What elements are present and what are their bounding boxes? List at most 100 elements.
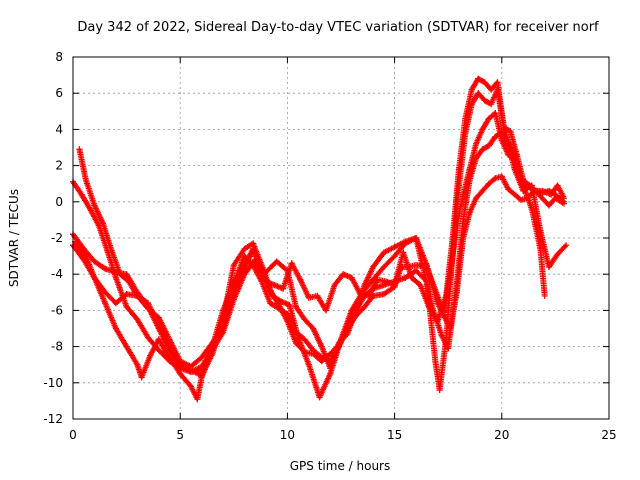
data-point	[198, 374, 205, 381]
data-point	[310, 350, 317, 357]
data-point	[370, 285, 377, 292]
data-point	[357, 291, 364, 298]
data-point	[475, 90, 482, 97]
data-point	[220, 307, 227, 314]
data-point	[125, 278, 132, 285]
data-point	[494, 79, 501, 86]
data-point	[344, 325, 351, 332]
data-point	[301, 349, 308, 356]
data-point	[147, 352, 154, 359]
data-point	[301, 336, 308, 343]
data-point	[481, 79, 488, 86]
data-point	[198, 363, 205, 370]
y-tick-label: -8	[51, 340, 63, 354]
data-point	[305, 294, 312, 301]
x-axis-label: GPS time / hours	[290, 459, 391, 473]
data-point	[473, 155, 480, 162]
data-point	[380, 282, 387, 289]
data-point	[479, 146, 486, 153]
data-point	[353, 307, 360, 314]
series-day-3	[70, 110, 548, 375]
data-point	[198, 354, 205, 361]
data-point	[134, 361, 141, 368]
data-point	[513, 162, 520, 169]
data-point	[220, 325, 227, 332]
data-point	[402, 238, 409, 245]
data-point	[526, 184, 533, 191]
plot-frame	[72, 56, 610, 420]
data-point	[194, 396, 201, 403]
data-point	[123, 271, 130, 278]
data-point	[479, 126, 486, 133]
data-point	[327, 365, 334, 372]
data-point	[370, 263, 377, 270]
data-point	[402, 274, 409, 281]
data-point	[258, 265, 265, 272]
data-point	[413, 267, 420, 274]
data-point	[361, 292, 368, 299]
data-point	[560, 198, 567, 205]
x-tick-label: 10	[280, 428, 295, 442]
data-point	[466, 209, 473, 216]
data-point	[533, 187, 540, 194]
data-point	[494, 86, 501, 93]
data-point	[436, 387, 443, 394]
data-point	[250, 247, 257, 254]
data-point	[318, 343, 325, 350]
data-point	[468, 86, 475, 93]
data-point	[380, 249, 387, 256]
data-point	[449, 253, 456, 260]
data-point	[498, 137, 505, 144]
data-point	[391, 253, 398, 260]
data-point	[485, 115, 492, 122]
data-point	[443, 336, 450, 343]
data-point	[479, 187, 486, 194]
data-point	[505, 151, 512, 158]
data-point	[545, 263, 552, 270]
data-point	[423, 278, 430, 285]
data-point	[91, 274, 98, 281]
data-point	[241, 245, 248, 252]
data-point	[230, 262, 237, 269]
data-point	[155, 314, 162, 321]
data-point	[187, 383, 194, 390]
data-point	[434, 318, 441, 325]
data-point	[498, 173, 505, 180]
data-point	[455, 182, 462, 189]
data-point	[380, 291, 387, 298]
data-point	[413, 262, 420, 269]
grid	[72, 56, 610, 420]
data-point	[505, 186, 512, 193]
y-tick-label: -12	[43, 412, 63, 426]
data-point	[507, 128, 514, 135]
series-day-4	[70, 75, 567, 375]
y-tick-label: -2	[51, 231, 63, 245]
data-point	[537, 245, 544, 252]
data-point	[76, 146, 83, 153]
data-point	[286, 301, 293, 308]
data-point	[108, 247, 115, 254]
data-point	[292, 329, 299, 336]
data-point	[374, 276, 381, 283]
data-point	[432, 358, 439, 365]
data-point	[297, 276, 304, 283]
data-point	[78, 191, 85, 198]
chart-title: Day 342 of 2022, Sidereal Day-to-day VTE…	[77, 20, 599, 35]
data-point	[273, 258, 280, 265]
data-point	[552, 191, 559, 198]
data-point	[492, 133, 499, 140]
data-point	[473, 195, 480, 202]
data-point	[468, 101, 475, 108]
data-point	[314, 292, 321, 299]
data-point	[91, 202, 98, 209]
y-tick-label: 4	[55, 122, 63, 136]
series-trail	[70, 75, 566, 375]
data-point	[391, 278, 398, 285]
data-point	[267, 300, 274, 307]
data-point	[443, 292, 450, 299]
data-point	[391, 244, 398, 251]
data-point	[554, 182, 561, 189]
data-point	[318, 358, 325, 365]
data-point	[230, 289, 237, 296]
data-point	[250, 240, 257, 247]
